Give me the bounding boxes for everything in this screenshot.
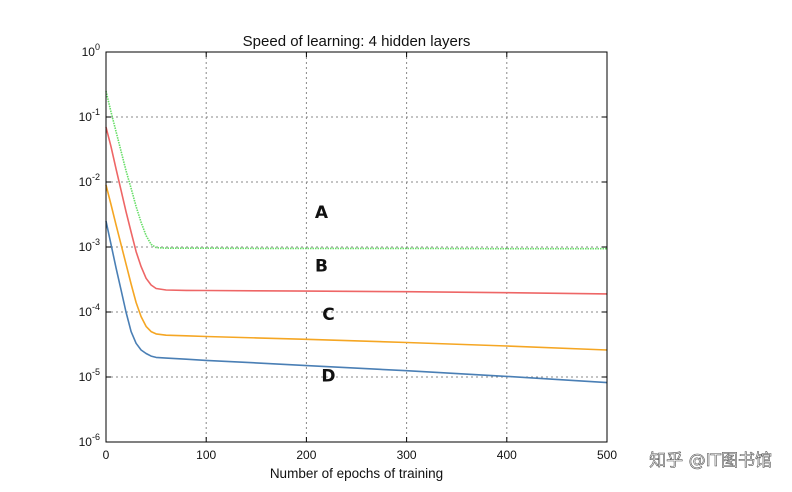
x-tick-label: 100 xyxy=(196,448,216,462)
grid-lines xyxy=(106,52,607,442)
x-tick-label: 400 xyxy=(497,448,517,462)
series-line-b xyxy=(105,126,608,295)
y-tick-label: 100 xyxy=(82,42,100,59)
chart-title: Speed of learning: 4 hidden layers xyxy=(243,33,471,50)
x-tick-label: 200 xyxy=(296,448,316,462)
axis-ticks: 0 100 200 300 400 500 100 10-1 10-2 10-3 10-4 10-5 1… xyxy=(79,42,618,462)
x-tick-label: 0 xyxy=(103,448,110,462)
watermark: 知乎 @IT图书馆 xyxy=(649,451,772,471)
series-line-c xyxy=(105,184,608,351)
annotation-c: C xyxy=(322,305,334,325)
y-tick-label: 10-1 xyxy=(79,107,100,124)
y-tick-label: 10-3 xyxy=(79,237,100,254)
y-tick-label: 10-2 xyxy=(79,172,100,189)
series-line-a xyxy=(105,90,607,250)
annotation-b: B xyxy=(315,256,328,276)
series-line-d xyxy=(105,220,608,384)
y-tick-label: 10-5 xyxy=(79,367,100,384)
y-tick-label: 10-6 xyxy=(79,432,100,449)
annotation-d: D xyxy=(321,367,335,387)
series-lines xyxy=(105,90,608,384)
annotation-a: A xyxy=(315,203,329,223)
annotations: A B C D xyxy=(315,203,336,387)
y-tick-label: 10-4 xyxy=(79,302,100,319)
x-tick-label: 300 xyxy=(397,448,417,462)
x-tick-label: 500 xyxy=(597,448,617,462)
x-axis-label: Number of epochs of training xyxy=(270,466,443,481)
